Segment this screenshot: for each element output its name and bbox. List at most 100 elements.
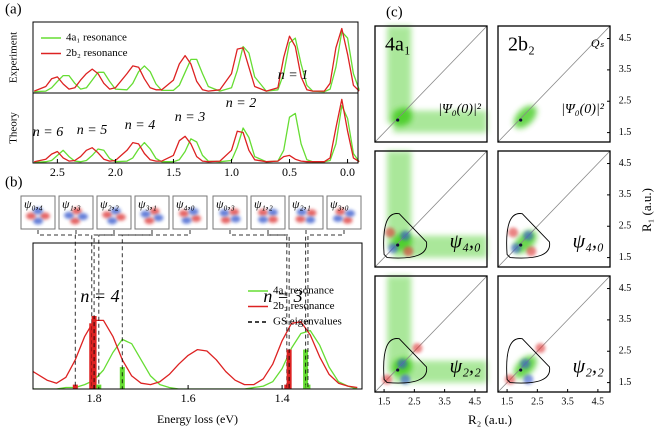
density-core: [513, 105, 537, 129]
origin-dot: [519, 118, 523, 122]
legend-label: 2b₂ resonance: [66, 47, 128, 59]
cell-frame: [497, 150, 611, 268]
origin-dot: [396, 243, 400, 247]
eigen-label: ψ₀,₄: [24, 197, 43, 211]
image-lobe: [71, 207, 82, 215]
x-tick-label: 1.4: [275, 391, 290, 405]
eigen-line: [229, 230, 288, 389]
image-lobe: [26, 212, 36, 220]
image-lobe: [40, 212, 50, 220]
y-tick-label: 1.5: [619, 252, 632, 263]
eigen-image: ψ₂,₂: [96, 195, 132, 230]
y-tick-label: 2.5: [619, 346, 632, 357]
wave-lobe: [382, 374, 393, 385]
eigen-label: ψ₂,₂: [100, 197, 119, 211]
plot-frame: [32, 92, 359, 164]
series-line: [34, 105, 360, 164]
image-lobe: [140, 210, 151, 218]
contour: [506, 213, 550, 259]
eigen-bar: [72, 384, 78, 389]
density-band: [393, 360, 487, 383]
annotation: n = 5: [77, 123, 107, 138]
image-lobe: [345, 209, 356, 217]
eigen-image: ψ₃,₁: [134, 195, 170, 230]
contour: [383, 213, 427, 259]
cell-frame: [374, 25, 488, 143]
wave-lobe: [400, 230, 411, 241]
x-tick-label: 2.0: [108, 165, 123, 179]
wave-lobe: [403, 246, 414, 257]
y-tick-label: 4.5: [619, 158, 632, 169]
eigen-line: [75, 230, 93, 389]
image-lobe: [295, 215, 306, 223]
heatmap-cell: [374, 150, 488, 268]
plot: [34, 98, 360, 164]
eigen-label: ψ₁,₂: [254, 197, 273, 211]
wave-lobe: [400, 374, 411, 385]
plot-frame: [32, 242, 363, 390]
wave-lobe: [505, 374, 516, 385]
series-line: [33, 27, 360, 92]
y-tick-label: 1.5: [619, 127, 632, 138]
x-tick-label: 3.5: [438, 396, 451, 407]
density-band: [387, 26, 412, 124]
diagonal: [374, 275, 488, 393]
cell-frame: [497, 25, 611, 143]
annotation: n = 4: [80, 286, 119, 306]
legend-label: GS eigenvalues: [273, 316, 342, 328]
image-lobe: [230, 215, 241, 223]
image-lobe: [77, 213, 88, 221]
column-label: 4a₁: [385, 34, 411, 56]
wave-lobe: [520, 358, 531, 369]
diagonal: [497, 275, 611, 393]
eigen-line: [37, 230, 76, 389]
origin-dot: [519, 368, 523, 372]
state-label: ψ₄,₀: [573, 231, 604, 253]
y-tick-label: 3.5: [619, 314, 632, 325]
eigen-image: ψ₁,₃: [58, 195, 94, 230]
image-lobe: [178, 210, 189, 218]
wave-lobe: [526, 246, 537, 257]
plot: [33, 319, 358, 389]
eigen-line: [98, 230, 153, 389]
x-axis-label: Energy loss (eV): [157, 412, 238, 426]
diagonal: [497, 25, 611, 143]
image-lobe: [335, 208, 346, 216]
x-tick-label: 4.5: [592, 396, 605, 407]
wave-lobe: [511, 243, 522, 254]
eigen-image: ψ₄,₀: [172, 195, 208, 230]
wave-lobe: [508, 227, 519, 238]
series-line: [33, 329, 358, 389]
y-tick-label: 2.5: [619, 221, 632, 232]
column-label: 2b₂: [508, 34, 535, 56]
image-lobe: [219, 209, 230, 217]
wave-lobe: [412, 343, 423, 354]
origin-dot: [519, 243, 523, 247]
heatmap-cell: [497, 275, 611, 393]
image-lobe: [64, 211, 75, 219]
x-tick-label: 1.5: [166, 165, 181, 179]
legend-label: 2b₂ resonance: [273, 300, 335, 312]
series-line: [34, 98, 360, 163]
contour: [383, 338, 427, 384]
eigen-bar: [303, 349, 309, 389]
x-tick-label: 1.5: [501, 396, 514, 407]
origin-dot: [396, 368, 400, 372]
eigen-line: [121, 230, 191, 389]
image-lobe: [70, 217, 81, 225]
wave-lobe: [523, 230, 534, 241]
x-tick-label: 0.5: [282, 165, 297, 179]
x-tick-label: 1.6: [181, 391, 196, 405]
eigen-image: ψ₁,₂: [250, 195, 286, 230]
annotation: n = 2: [226, 96, 256, 111]
y-axis-label: Theory: [8, 112, 20, 144]
image-lobe: [191, 214, 202, 222]
annotation: n = 3: [263, 286, 302, 306]
y-tick-label: 1.5: [619, 377, 632, 388]
density-band: [393, 235, 487, 258]
image-lobe: [258, 216, 269, 224]
heatmap-cell: [497, 150, 611, 268]
image-lobe: [342, 216, 353, 224]
x-axis-label: R₂ (a.u.): [468, 412, 512, 427]
image-lobe: [115, 213, 126, 221]
